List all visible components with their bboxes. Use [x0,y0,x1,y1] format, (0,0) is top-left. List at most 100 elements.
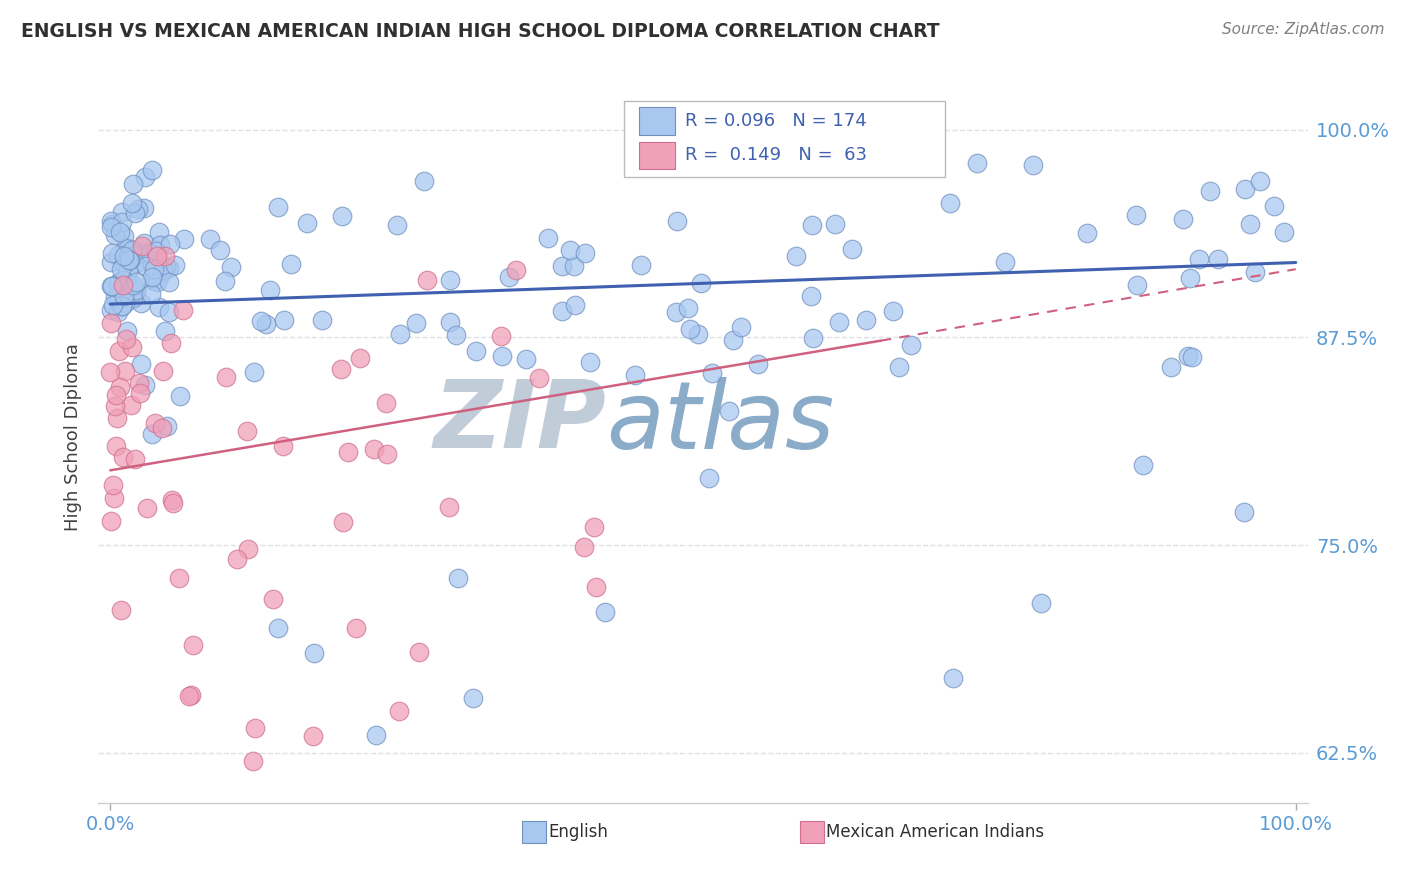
Point [131,357,153,371]
Point [117,263,139,277]
Point [105,410,128,425]
Point [560,243,582,257]
Point [155,324,177,338]
Point [118,253,141,268]
Point [135,500,157,515]
Point [630,258,652,272]
Point [141,162,163,177]
Point [375,447,398,461]
Point [115,324,138,338]
Point [1126,277,1149,292]
Point [1199,184,1222,198]
Point [159,236,181,251]
Point [112,249,135,263]
Point [295,216,318,230]
Point [332,515,354,529]
Point [141,270,163,285]
Text: Source: ZipAtlas.com: Source: ZipAtlas.com [1222,22,1385,37]
Point [551,303,574,318]
FancyBboxPatch shape [624,101,945,178]
Point [162,496,184,510]
Point [939,196,962,211]
Point [112,277,135,292]
Point [128,376,150,391]
Point [730,319,752,334]
Point [721,333,744,347]
Point [160,336,183,351]
Point [889,360,911,375]
Point [824,217,846,231]
Point [148,225,170,239]
Point [388,705,411,719]
Point [498,269,520,284]
Point [100,303,122,318]
Point [124,452,146,467]
Point [363,442,385,457]
Point [162,493,184,508]
Point [100,214,122,228]
Point [150,421,173,435]
Point [146,249,169,263]
Point [114,296,136,310]
Point [623,368,645,383]
Point [337,444,360,458]
Point [1243,264,1265,278]
Point [700,366,723,380]
Point [117,241,139,255]
Point [100,279,122,293]
Point [117,249,139,263]
Point [564,259,586,273]
Point [100,220,122,235]
Point [311,313,333,327]
Point [225,552,247,566]
Point [676,301,699,315]
Point [124,275,146,289]
Text: English: English [548,823,609,841]
Point [115,288,138,302]
Point [262,591,284,606]
Point [122,249,145,263]
Point [155,419,177,434]
Point [250,314,273,328]
Point [254,317,277,331]
Point [131,239,153,253]
Point [104,227,127,242]
Point [121,243,143,257]
Point [491,349,513,363]
Point [108,380,131,394]
Point [437,500,460,514]
Point [304,646,326,660]
Point [1249,174,1271,188]
Point [267,200,290,214]
Point [718,404,741,418]
Point [349,351,371,365]
Point [800,288,823,302]
Point [124,206,146,220]
Point [364,728,387,742]
Point [172,302,194,317]
Point [143,274,166,288]
Y-axis label: High School Diploma: High School Diploma [65,343,83,531]
Point [408,644,430,658]
Text: Mexican American Indians: Mexican American Indians [827,823,1045,841]
Point [125,284,148,298]
Point [100,255,122,269]
Point [110,602,132,616]
Point [169,389,191,403]
Point [413,174,436,188]
Point [280,257,302,271]
Point [114,281,136,295]
Point [127,202,149,217]
Point [101,217,124,231]
Point [1181,350,1204,364]
Point [103,298,125,312]
Point [579,355,602,369]
Point [120,398,142,412]
Point [165,258,187,272]
Point [1125,208,1147,222]
Point [128,386,150,401]
Point [101,246,124,260]
Point [135,259,157,273]
Point [100,514,122,528]
Point [112,257,135,271]
